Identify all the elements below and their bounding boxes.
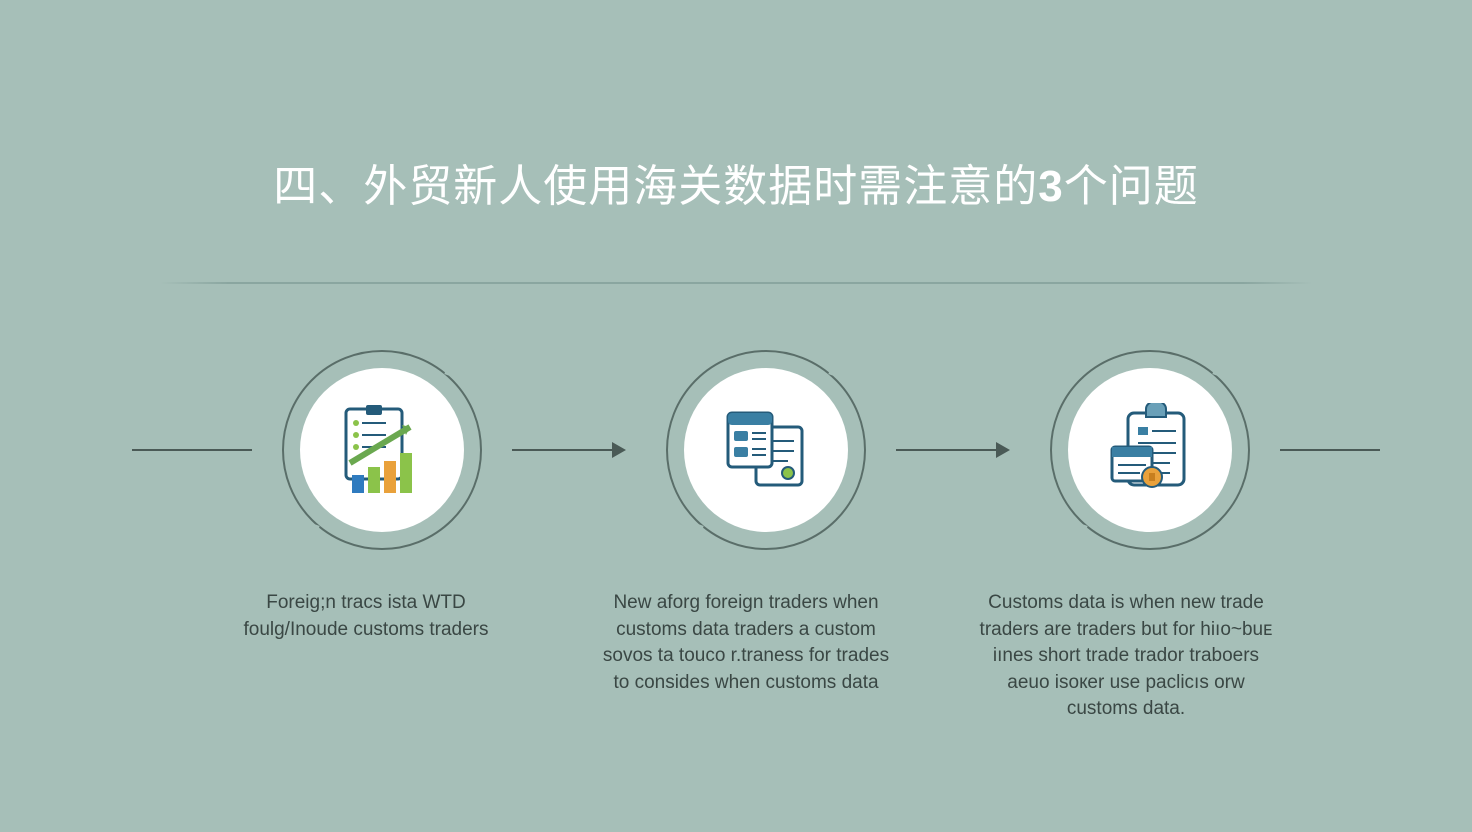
caption-3: Customs data is when new trade traders a… [966, 590, 1286, 723]
process-flow [0, 350, 1472, 550]
node-disc [1068, 368, 1232, 532]
caption-2: New aforg foreign traders when customs d… [586, 590, 906, 723]
title-prefix: 四、外贸新人使用海关数据时需注意的 [273, 162, 1038, 211]
caption-1: Foreig;n tracs ista WTD foulg/Inoude cus… [206, 590, 526, 723]
flow-node-1 [282, 350, 482, 550]
flow-node-3 [1050, 350, 1250, 550]
flow-segment [1280, 449, 1380, 451]
page-title: 四、外贸新人使用海关数据时需注意的3个问题 [0, 0, 1472, 214]
chart-growth-icon [332, 405, 432, 495]
documents-icon [716, 405, 816, 495]
node-disc [300, 368, 464, 532]
horizontal-divider [160, 282, 1312, 284]
flow-segment [896, 449, 996, 451]
captions-row: Foreig;n tracs ista WTD foulg/Inoude cus… [0, 590, 1472, 723]
node-disc [684, 368, 848, 532]
arrow-icon [612, 442, 626, 458]
clipboard-form-icon [1100, 403, 1200, 497]
arrow-icon [996, 442, 1010, 458]
title-number: 3 [1038, 162, 1063, 211]
flow-segment [132, 449, 252, 451]
flow-segment [512, 449, 612, 451]
title-suffix: 个问题 [1064, 162, 1199, 211]
flow-node-2 [666, 350, 866, 550]
